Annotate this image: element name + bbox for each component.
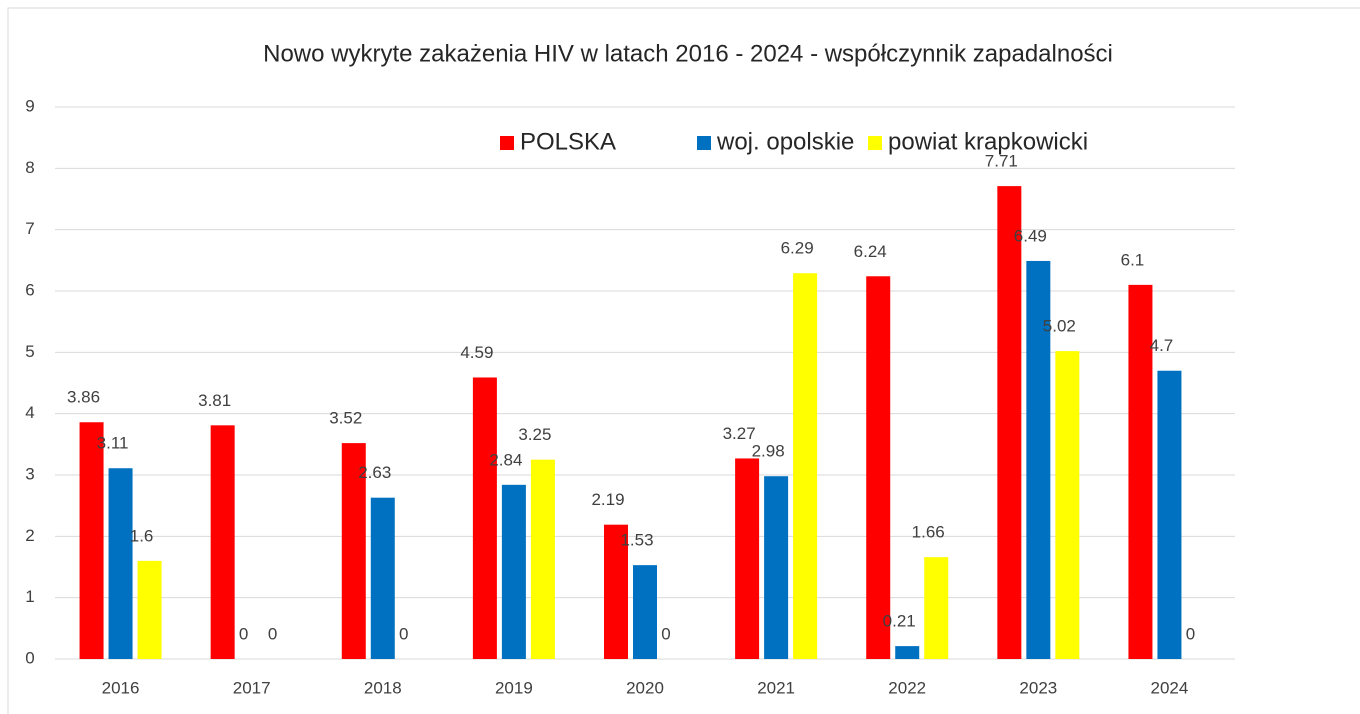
data-label: 2.98 — [752, 442, 785, 461]
legend-text: POLSKA — [520, 128, 616, 155]
data-label: 4.7 — [1150, 336, 1174, 355]
y-tick-label: 4 — [25, 403, 34, 422]
bar — [210, 425, 235, 659]
bar — [633, 565, 657, 659]
y-tick-label: 6 — [25, 280, 34, 299]
bar — [735, 458, 760, 659]
data-label: 0 — [399, 624, 408, 643]
bar — [79, 422, 104, 659]
data-label: 0 — [1186, 624, 1195, 643]
data-label: 0 — [239, 624, 248, 643]
y-tick-label: 7 — [25, 219, 34, 238]
data-label: 3.25 — [518, 425, 551, 444]
bar — [866, 276, 891, 659]
data-label: 3.27 — [723, 424, 756, 443]
y-tick-label: 1 — [25, 587, 34, 606]
data-label: 3.11 — [97, 434, 129, 453]
bar — [530, 459, 555, 659]
x-tick-label: 2021 — [757, 678, 795, 697]
bar — [108, 468, 133, 659]
data-label: 7.71 — [985, 152, 1018, 171]
bar — [370, 497, 395, 659]
chart-title: Nowo wykryte zakażenia HIV w latach 2016… — [263, 40, 1113, 67]
bar — [793, 273, 818, 659]
x-tick-label: 2016 — [102, 678, 140, 697]
x-tick-label: 2024 — [1151, 678, 1189, 697]
bar — [1026, 260, 1051, 659]
legend-text: powiat krapkowicki — [888, 128, 1088, 155]
data-label: 6.24 — [854, 242, 887, 261]
y-tick-label: 9 — [25, 96, 34, 115]
bar — [924, 557, 949, 659]
data-label: 4.59 — [460, 343, 493, 362]
chart-frame — [7, 7, 1360, 714]
y-tick-label: 0 — [25, 648, 34, 667]
legend-swatch — [868, 136, 882, 150]
bar — [764, 476, 789, 659]
bar — [472, 377, 497, 659]
x-tick-label: 2018 — [364, 678, 402, 697]
data-label: 2.63 — [358, 463, 391, 482]
y-tick-label: 8 — [25, 158, 34, 177]
bar — [895, 646, 920, 659]
data-label: 1.66 — [912, 523, 945, 542]
data-label: 5.02 — [1043, 317, 1076, 336]
bar — [137, 560, 162, 659]
data-label: 2.19 — [591, 490, 624, 509]
data-label: 1.6 — [130, 526, 154, 545]
bar — [997, 186, 1022, 659]
x-tick-label: 2017 — [233, 678, 271, 697]
data-label: 1.53 — [620, 531, 653, 550]
data-label: 0 — [661, 624, 670, 643]
data-label: 3.52 — [329, 409, 362, 428]
data-label: 0 — [268, 624, 277, 643]
x-tick-label: 2020 — [626, 678, 664, 697]
bar — [604, 524, 628, 659]
bar — [1157, 370, 1182, 659]
data-label: 6.29 — [781, 239, 814, 258]
bar — [341, 443, 366, 659]
bar — [1055, 351, 1080, 659]
x-tick-label: 2019 — [495, 678, 533, 697]
data-label: 0.21 — [883, 612, 916, 631]
y-tick-label: 5 — [25, 342, 34, 361]
data-label: 6.1 — [1121, 250, 1145, 269]
legend-swatch — [500, 136, 514, 150]
y-tick-label: 3 — [25, 464, 34, 483]
x-tick-label: 2023 — [1019, 678, 1057, 697]
x-tick-label: 2022 — [888, 678, 926, 697]
legend-swatch — [697, 136, 711, 150]
legend-text: woj. opolskie — [716, 128, 854, 155]
data-label: 3.81 — [198, 391, 231, 410]
bar — [1128, 284, 1153, 659]
data-label: 2.84 — [489, 450, 522, 469]
bar — [501, 484, 526, 659]
y-tick-label: 2 — [25, 526, 34, 545]
data-label: 3.86 — [67, 388, 100, 407]
data-label: 6.49 — [1014, 226, 1047, 245]
